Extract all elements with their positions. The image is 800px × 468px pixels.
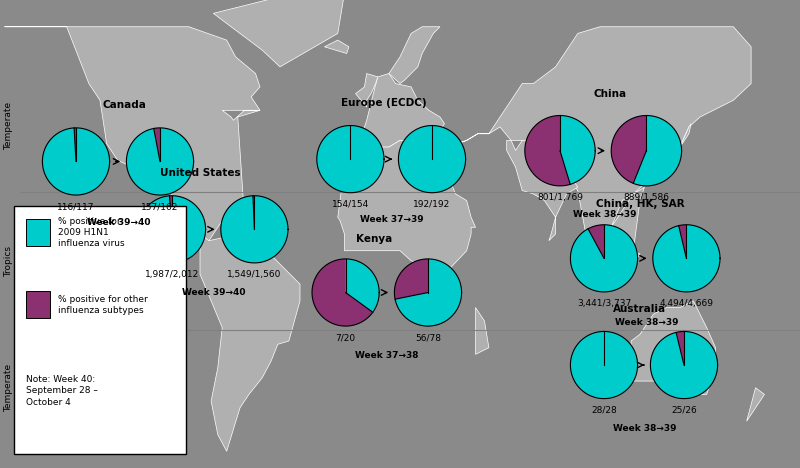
Text: Temperate: Temperate bbox=[4, 364, 14, 411]
Polygon shape bbox=[214, 0, 345, 67]
Polygon shape bbox=[611, 116, 646, 183]
Text: 4,494/4,669: 4,494/4,669 bbox=[659, 299, 714, 308]
Text: Week 37→39: Week 37→39 bbox=[360, 215, 424, 224]
Polygon shape bbox=[600, 251, 640, 264]
Text: United States: United States bbox=[160, 168, 240, 178]
Polygon shape bbox=[5, 27, 260, 241]
Text: 1,549/1,560: 1,549/1,560 bbox=[227, 270, 282, 279]
Text: China: China bbox=[593, 88, 626, 99]
Text: Week 38→39: Week 38→39 bbox=[573, 210, 637, 219]
Text: Temperate: Temperate bbox=[4, 102, 14, 150]
Text: Note: Week 40:
September 28 –
October 4: Note: Week 40: September 28 – October 4 bbox=[26, 374, 98, 407]
Text: 56/78: 56/78 bbox=[415, 333, 441, 342]
Polygon shape bbox=[221, 196, 288, 263]
Polygon shape bbox=[650, 331, 718, 399]
Text: 116/117: 116/117 bbox=[58, 202, 94, 211]
Polygon shape bbox=[346, 259, 379, 312]
Polygon shape bbox=[588, 225, 604, 258]
Polygon shape bbox=[200, 234, 300, 451]
Text: 192/192: 192/192 bbox=[414, 200, 450, 209]
Text: Week 39→40: Week 39→40 bbox=[86, 218, 150, 227]
Text: 25/26: 25/26 bbox=[671, 406, 697, 415]
Text: Europe (ECDC): Europe (ECDC) bbox=[341, 98, 427, 108]
Text: 157/162: 157/162 bbox=[142, 202, 178, 211]
Polygon shape bbox=[355, 73, 378, 107]
Bar bbox=[26, 219, 50, 246]
Text: % positive for
2009 H1N1
influenza virus: % positive for 2009 H1N1 influenza virus bbox=[58, 217, 124, 248]
Polygon shape bbox=[560, 116, 595, 184]
Text: Tropics: Tropics bbox=[4, 246, 14, 277]
Polygon shape bbox=[438, 27, 751, 264]
Polygon shape bbox=[653, 225, 720, 292]
Bar bbox=[26, 291, 50, 318]
Text: 154/154: 154/154 bbox=[332, 200, 369, 209]
Polygon shape bbox=[360, 73, 445, 150]
Polygon shape bbox=[42, 128, 110, 195]
Polygon shape bbox=[253, 196, 254, 229]
Polygon shape bbox=[678, 225, 686, 258]
Polygon shape bbox=[506, 140, 578, 241]
Polygon shape bbox=[312, 259, 373, 326]
Polygon shape bbox=[317, 125, 384, 193]
Polygon shape bbox=[395, 259, 462, 326]
Text: Week 38→39: Week 38→39 bbox=[613, 424, 677, 432]
Polygon shape bbox=[666, 124, 691, 164]
Text: 7/20: 7/20 bbox=[335, 333, 356, 342]
Polygon shape bbox=[398, 125, 466, 193]
Text: Week 37→38: Week 37→38 bbox=[355, 351, 419, 360]
Text: Week 38→39: Week 38→39 bbox=[614, 318, 678, 327]
Text: 889/1,586: 889/1,586 bbox=[623, 193, 670, 202]
Polygon shape bbox=[634, 116, 682, 186]
Text: Canada: Canada bbox=[102, 100, 146, 110]
Polygon shape bbox=[570, 225, 638, 292]
Text: 801/1,769: 801/1,769 bbox=[537, 193, 583, 202]
Text: Australia: Australia bbox=[614, 304, 666, 314]
Polygon shape bbox=[138, 196, 206, 263]
Polygon shape bbox=[631, 301, 715, 395]
Polygon shape bbox=[154, 128, 160, 161]
Text: % positive for other
influenza subtypes: % positive for other influenza subtypes bbox=[58, 295, 147, 314]
Polygon shape bbox=[676, 331, 684, 365]
Polygon shape bbox=[325, 40, 349, 53]
Polygon shape bbox=[389, 27, 440, 84]
Polygon shape bbox=[338, 140, 475, 274]
Bar bbox=[14, 206, 186, 454]
Text: China, HK, SAR: China, HK, SAR bbox=[596, 198, 684, 209]
Polygon shape bbox=[475, 307, 489, 354]
Text: Week 39→40: Week 39→40 bbox=[182, 288, 246, 297]
Polygon shape bbox=[170, 196, 172, 229]
Polygon shape bbox=[525, 116, 570, 186]
Polygon shape bbox=[394, 259, 428, 299]
Text: 28/28: 28/28 bbox=[591, 406, 617, 415]
Polygon shape bbox=[746, 388, 765, 421]
Polygon shape bbox=[74, 128, 76, 161]
Text: 1,987/2,012: 1,987/2,012 bbox=[145, 270, 199, 279]
Text: Kenya: Kenya bbox=[356, 234, 393, 244]
Text: 3,441/3,737: 3,441/3,737 bbox=[577, 299, 631, 308]
Polygon shape bbox=[126, 128, 194, 195]
Polygon shape bbox=[570, 331, 638, 399]
